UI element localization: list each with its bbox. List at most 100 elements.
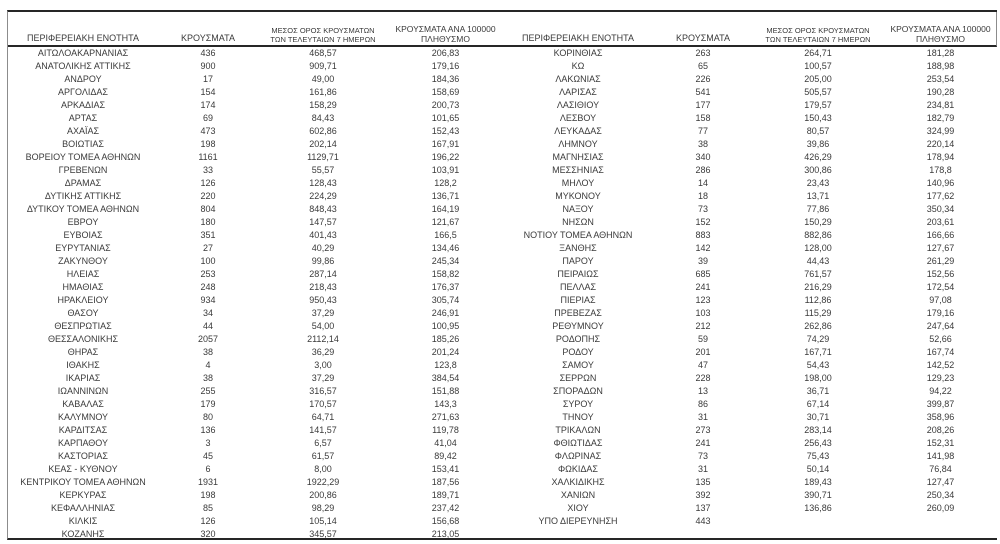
table-row: ΘΑΣΟΥ 34 37,29 246,91 [8,307,503,320]
table-row: ΙΩΑΝΝΙΝΩΝ 255 316,57 151,88 [8,385,503,398]
cases-value: 198 [200,139,216,149]
per100k-value: 94,22 [929,386,952,396]
region-name: ΔΥΤΙΚΟΥ ΤΟΜΕΑ ΑΘΗΝΩΝ [26,204,140,214]
avg7-value: 44,43 [806,256,830,266]
table-row: ΘΗΡΑΣ 38 36,29 201,24 [8,346,503,359]
region-name: ΛΕΣΒΟΥ [559,113,597,123]
avg7-value: 218,43 [309,282,337,292]
per100k-value: 206,83 [431,48,460,58]
region-name: ΑΝΔΡΟΥ [64,74,102,84]
per100k-value: 187,56 [431,477,460,487]
region-name: ΛΑΚΩΝΙΑΣ [555,74,601,84]
region-name: ΖΑΚΥΝΘΟΥ [58,256,108,266]
table-row: ΛΑΚΩΝΙΑΣ 226 205,00 253,54 [503,73,998,86]
table-row: ΑΡΚΑΔΙΑΣ 174 158,29 200,73 [8,99,503,112]
region-name: ΡΟΔΟΥ [562,347,594,357]
cases-value: 158 [695,113,711,123]
cases-value: 142 [695,243,711,253]
per100k-value: 184,36 [431,74,460,84]
per100k-value: 246,91 [431,308,460,318]
avg7-value: 761,57 [804,269,832,279]
per100k-value: 189,71 [431,490,460,500]
cases-value: 180 [200,217,216,227]
avg7-value: 390,71 [804,490,832,500]
avg7-value: 950,43 [309,295,337,305]
cases-value: 137 [695,503,711,513]
cases-value: 59 [697,334,708,344]
cases-value: 436 [200,48,216,58]
avg7-value: 1922,29 [306,477,340,487]
table-row: ΚΑΡΔΙΤΣΑΣ 136 141,57 119,78 [8,424,503,437]
table-row: ΦΩΚΙΔΑΣ 31 50,14 76,84 [503,463,998,476]
table-row: ΥΠΟ ΔΙΕΡΕΥΝΗΣΗ 443 [503,515,998,528]
column-header-avg7-line2: ΤΩΝ ΤΕΛΕΥΤΑΙΩΝ 7 ΗΜΕΡΩΝ [765,35,871,44]
region-name: ΗΛΕΙΑΣ [66,269,100,279]
cases-value: 80 [202,412,213,422]
region-name: ΔΡΑΜΑΣ [64,178,102,188]
per100k-value: 250,34 [926,490,955,500]
table-row: ΙΚΑΡΙΑΣ 38 37,29 384,54 [8,372,503,385]
cases-value: 685 [695,269,711,279]
table-row: ΧΙΟΥ 137 136,86 260,09 [503,502,998,515]
per100k-value: 237,42 [431,503,460,513]
region-name: ΔΥΤΙΚΗΣ ΑΤΤΙΚΗΣ [44,191,122,201]
region-name: ΛΑΣΙΘΙΟΥ [556,100,600,110]
cases-value: 38 [697,139,708,149]
cases-value: 174 [200,100,216,110]
per100k-value: 152,56 [926,269,955,279]
cases-value: 226 [695,74,711,84]
table-row: ΤΗΝΟΥ 31 30,71 358,96 [503,411,998,424]
avg7-value: 54,00 [311,321,335,331]
avg7-value: 55,57 [311,165,335,175]
table-row: ΜΕΣΣΗΝΙΑΣ 286 300,86 178,8 [503,164,998,177]
cases-value: 73 [697,204,708,214]
avg7-value: 198,00 [804,373,832,383]
table-row: ΤΡΙΚΑΛΩΝ 273 283,14 208,26 [503,424,998,437]
avg7-value: 136,86 [804,503,832,513]
avg7-value: 1129,71 [307,152,339,162]
avg7-value: 202,14 [309,139,337,149]
per100k-value: 179,16 [926,308,955,318]
cases-value: 31 [697,412,708,422]
region-name: ΑΡΚΑΔΙΑΣ [60,100,106,110]
per100k-value: 178,8 [929,165,952,175]
table-row: ΞΑΝΘΗΣ 142 128,00 127,67 [503,242,998,255]
region-name: ΛΗΜΝΟΥ [558,139,598,149]
region-name: ΚΑΡΠΑΘΟΥ [57,438,109,448]
table-row: ΠΕΙΡΑΙΩΣ 685 761,57 152,56 [503,268,998,281]
cases-value: 34 [202,308,213,318]
table-row: ΖΑΚΥΝΘΟΥ 100 99,86 245,34 [8,255,503,268]
table-row: ΧΑΝΙΩΝ 392 390,71 250,34 [503,489,998,502]
avg7-value: 128,00 [804,243,832,253]
table-row: ΚΕΡΚΥΡΑΣ 198 200,86 189,71 [8,489,503,502]
region-name: ΜΕΣΣΗΝΙΑΣ [552,165,604,175]
table-row: ΑΡΓΟΛΙΔΑΣ 154 161,86 158,69 [8,86,503,99]
per100k-value: 52,66 [929,334,952,344]
cases-value: 4 [205,360,211,370]
region-name: ΑΙΤΩΛΟΑΚΑΡΝΑΝΙΑΣ [37,48,129,58]
cases-value: 241 [695,438,711,448]
per100k-value: 101,65 [431,113,460,123]
table-row: ΠΑΡΟΥ 39 44,43 261,29 [503,255,998,268]
table-row: ΔΥΤΙΚΟΥ ΤΟΜΕΑ ΑΘΗΝΩΝ 804 848,43 164,19 [8,203,503,216]
table-row: ΦΘΙΩΤΙΔΑΣ 241 256,43 152,31 [503,437,998,450]
avg7-value: 6,57 [314,438,332,448]
table-header: ΠΕΡΙΦΕΡΕΙΑΚΗ ΕΝΟΤΗΤΑ ΚΡΟΥΣΜΑΤΑ ΜΕΣΟΣ ΟΡΟ… [8,12,997,47]
avg7-value: 205,00 [804,74,832,84]
per100k-value: 127,67 [926,243,955,253]
avg7-value: 64,71 [311,412,335,422]
region-name: ΠΑΡΟΥ [562,256,594,266]
per100k-value: 260,09 [926,503,955,513]
column-header-avg7: ΜΕΣΟΣ ΟΡΟΣ ΚΡΟΥΣΜΑΤΩΝ ΤΩΝ ΤΕΛΕΥΤΑΙΩΝ 7 Η… [258,26,388,45]
per100k-value: 190,28 [926,87,955,97]
cases-value: 177 [695,100,711,110]
region-name: ΥΠΟ ΔΙΕΡΕΥΝΗΣΗ [538,516,618,526]
region-name: ΧΙΟΥ [567,503,589,513]
table-body: ΑΙΤΩΛΟΑΚΑΡΝΑΝΙΑΣ 436 468,57 206,83 ΑΝΑΤΟΛΙΚΗ… [8,47,997,541]
region-name: ΑΝΑΤΟΛΙΚΗΣ ΑΤΤΙΚΗΣ [35,61,131,71]
cases-value: 443 [695,516,711,526]
avg7-value: 150,29 [804,217,832,227]
cases-value: 39 [697,256,708,266]
table-row: ΗΛΕΙΑΣ 253 287,14 158,82 [8,268,503,281]
per100k-value: 177,62 [926,191,955,201]
